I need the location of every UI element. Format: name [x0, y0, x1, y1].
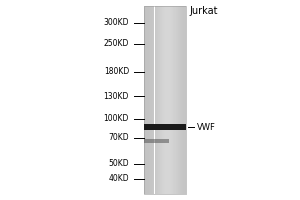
Bar [183, 6, 184, 194]
Bar [153, 6, 154, 194]
Bar [182, 6, 183, 194]
Bar [144, 124, 186, 130]
Bar [162, 6, 163, 194]
Text: 250KD: 250KD [103, 39, 129, 48]
Bar [179, 6, 180, 194]
Bar [172, 6, 173, 194]
Bar [175, 6, 176, 194]
Bar [154, 6, 155, 194]
Bar [146, 6, 147, 194]
Text: VWF: VWF [196, 122, 215, 132]
Text: 130KD: 130KD [103, 92, 129, 101]
Text: Jurkat: Jurkat [190, 6, 218, 16]
Bar [149, 6, 150, 194]
Bar [159, 6, 160, 194]
Bar [144, 6, 145, 194]
Bar [158, 6, 159, 194]
Text: 300KD: 300KD [103, 18, 129, 27]
Bar [176, 6, 178, 194]
Bar [166, 6, 167, 194]
Bar [180, 6, 181, 194]
Bar [148, 6, 149, 194]
Text: 100KD: 100KD [103, 114, 129, 123]
Bar [170, 6, 171, 194]
Text: 50KD: 50KD [108, 159, 129, 168]
Bar [168, 6, 169, 194]
Bar [161, 6, 162, 194]
Bar [152, 6, 153, 194]
Bar [150, 6, 152, 194]
Bar [163, 6, 164, 194]
Bar [165, 6, 166, 194]
Text: 180KD: 180KD [104, 67, 129, 76]
Text: 70KD: 70KD [108, 133, 129, 142]
Bar [147, 6, 148, 194]
Bar [144, 139, 169, 143]
Bar [185, 6, 186, 194]
Bar [157, 6, 158, 194]
Bar [173, 6, 174, 194]
Bar [181, 6, 182, 194]
Bar [184, 6, 185, 194]
Text: 40KD: 40KD [108, 174, 129, 183]
Bar [164, 6, 165, 194]
Bar [160, 6, 161, 194]
Bar [167, 6, 168, 194]
Bar [171, 6, 172, 194]
Bar [155, 6, 157, 194]
Bar [144, 6, 186, 194]
Bar [169, 6, 170, 194]
Bar [145, 6, 146, 194]
